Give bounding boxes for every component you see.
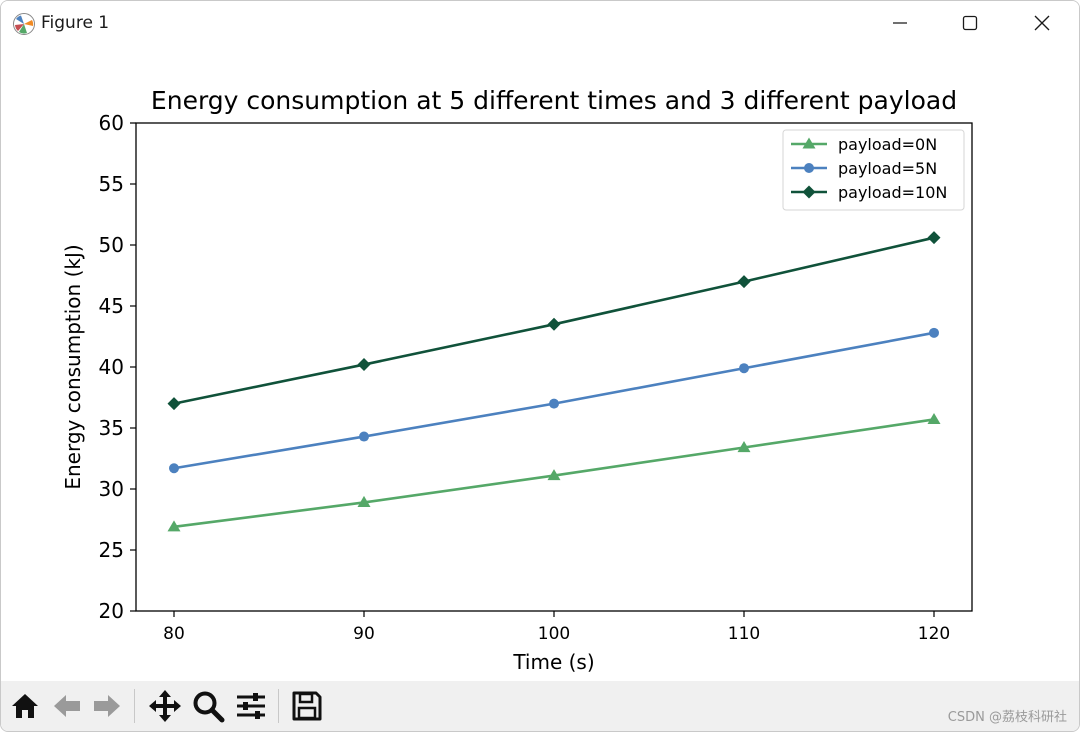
back-icon bbox=[54, 695, 80, 717]
zoom-button[interactable] bbox=[189, 687, 227, 725]
x-axis-label: Time (s) bbox=[512, 650, 594, 674]
zoom-icon bbox=[193, 691, 225, 723]
data-point bbox=[737, 441, 751, 453]
x-tick-label: 100 bbox=[538, 624, 570, 644]
data-point bbox=[547, 469, 561, 481]
legend-marker bbox=[802, 137, 816, 149]
y-tick-label: 35 bbox=[99, 416, 124, 440]
legend-label: payload=10N bbox=[838, 183, 947, 202]
maximize-button[interactable] bbox=[935, 1, 1005, 45]
y-axis-label: Energy consumption (kJ) bbox=[61, 244, 85, 489]
data-point bbox=[167, 520, 181, 532]
data-point bbox=[737, 275, 751, 289]
data-point bbox=[739, 363, 749, 374]
series-payload=5N bbox=[169, 327, 939, 474]
toolbar-separator bbox=[278, 689, 279, 723]
toolbar-separator bbox=[134, 689, 135, 723]
x-tick-label: 110 bbox=[728, 624, 760, 644]
legend-marker bbox=[804, 163, 814, 173]
window-title: Figure 1 bbox=[41, 13, 110, 33]
legend-box bbox=[782, 129, 965, 211]
x-tick-label: 90 bbox=[353, 624, 375, 644]
watermark: CSDN @荔枝科研社 bbox=[947, 710, 1067, 725]
maximize-icon bbox=[962, 15, 978, 31]
data-point bbox=[927, 231, 941, 245]
data-point bbox=[167, 397, 181, 411]
forward-icon bbox=[94, 695, 120, 717]
data-point bbox=[357, 358, 371, 372]
title-bar[interactable]: Figure 1 bbox=[1, 1, 1079, 45]
legend: payload=0N payload=5N payload=10N bbox=[782, 129, 965, 211]
data-point bbox=[929, 327, 939, 338]
legend-label: payload=0N bbox=[838, 135, 937, 154]
y-tick-label: 20 bbox=[99, 599, 124, 623]
data-point bbox=[547, 317, 561, 331]
minimize-icon bbox=[893, 22, 907, 24]
y-tick-label: 55 bbox=[99, 172, 124, 196]
home-button[interactable] bbox=[6, 687, 44, 725]
chart-canvas[interactable]: Energy consumption at 5 different times … bbox=[1, 45, 1079, 681]
matplotlib-app-icon bbox=[13, 13, 35, 35]
legend-label: payload=5N bbox=[838, 159, 937, 178]
save-button[interactable] bbox=[288, 687, 326, 725]
y-tick-label: 50 bbox=[99, 233, 124, 257]
y-tick-label: 60 bbox=[99, 111, 124, 135]
y-tick-label: 30 bbox=[99, 477, 124, 501]
pan-button[interactable] bbox=[146, 687, 184, 725]
minimize-button[interactable] bbox=[865, 1, 935, 45]
navigation-toolbar: CSDN @荔枝科研社 bbox=[1, 681, 1079, 731]
configure-subplots-icon bbox=[237, 693, 265, 719]
save-icon bbox=[292, 691, 322, 721]
line-chart: Energy consumption at 5 different times … bbox=[61, 86, 973, 674]
configure-subplots-button[interactable] bbox=[232, 687, 270, 725]
data-point bbox=[549, 398, 559, 409]
x-tick-label: 80 bbox=[163, 624, 185, 644]
series-payload=0N bbox=[167, 412, 941, 532]
data-point bbox=[357, 495, 371, 507]
back-button[interactable] bbox=[48, 687, 86, 725]
forward-button[interactable] bbox=[88, 687, 126, 725]
data-point bbox=[359, 431, 369, 442]
chart-title: Energy consumption at 5 different times … bbox=[151, 86, 957, 115]
data-point bbox=[927, 412, 941, 425]
y-tick-label: 40 bbox=[99, 355, 124, 379]
legend-marker bbox=[802, 185, 816, 199]
pan-icon bbox=[149, 690, 181, 722]
series-payload=10N bbox=[167, 231, 941, 411]
y-tick-label: 45 bbox=[99, 294, 124, 318]
home-icon bbox=[12, 694, 38, 718]
data-point bbox=[169, 463, 179, 474]
y-tick-label: 25 bbox=[99, 538, 124, 562]
close-button[interactable] bbox=[1007, 1, 1077, 45]
close-icon bbox=[1034, 15, 1050, 31]
x-tick-label: 120 bbox=[918, 624, 950, 644]
